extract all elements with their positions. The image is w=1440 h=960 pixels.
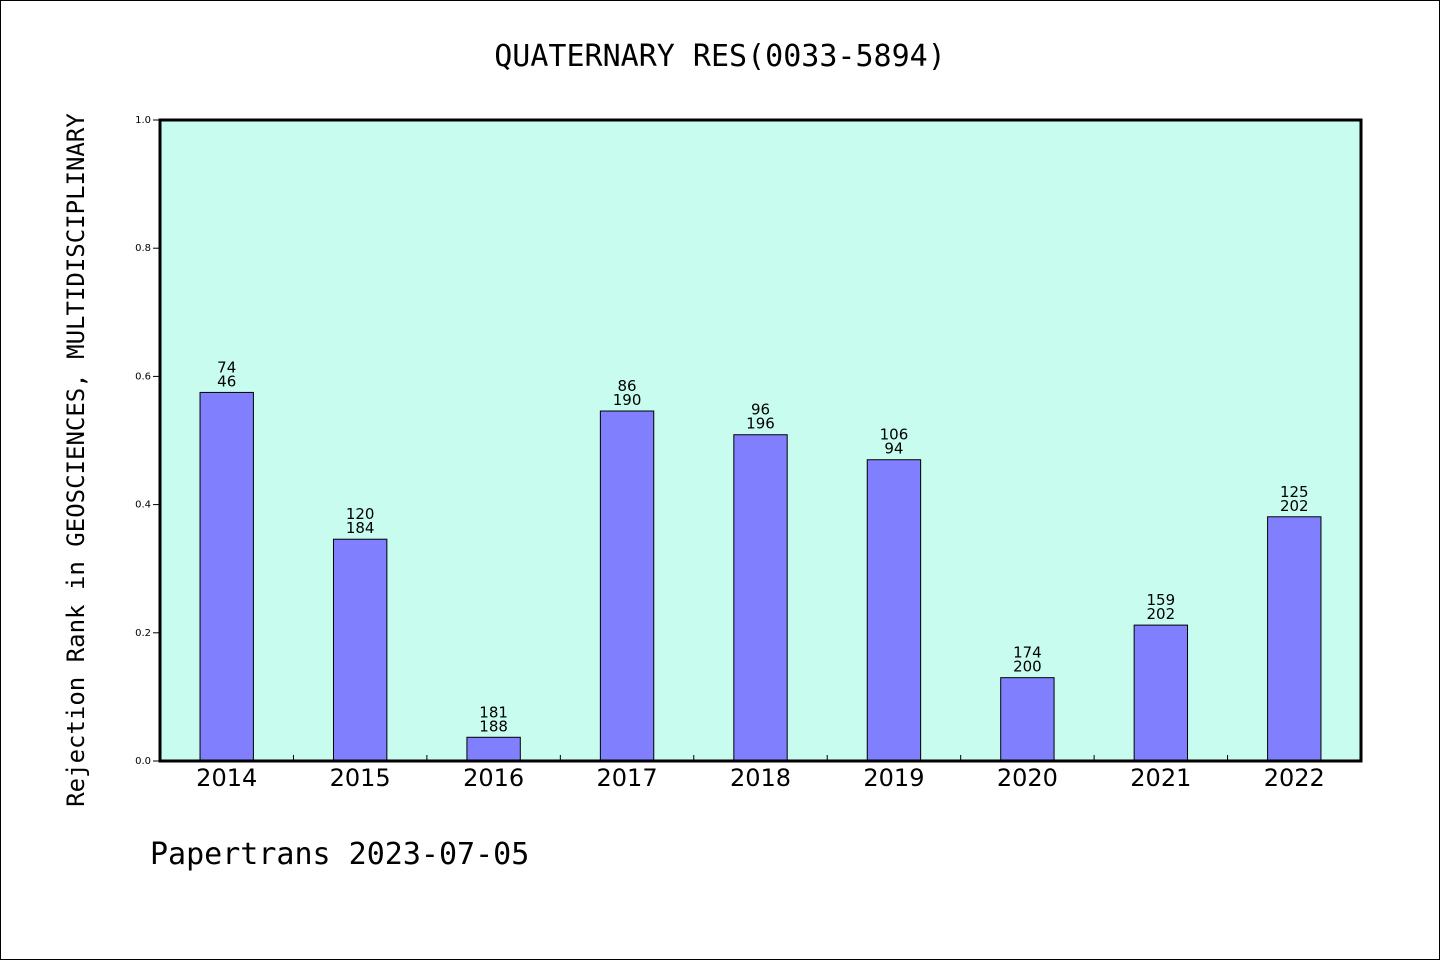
bar-2015 — [332, 538, 388, 762]
bar-label-bottom: 196 — [746, 415, 775, 433]
bar-label-top: 181 — [479, 703, 508, 721]
bar-label-bottom: 190 — [613, 391, 642, 409]
x-tick-label: 2021 — [1130, 764, 1191, 792]
bar-2020 — [1000, 677, 1055, 762]
bar-label-top: 159 — [1147, 591, 1176, 609]
y-axis-label: Rejection Rank in GEOSCIENCES, MULTIDISC… — [62, 113, 90, 807]
bar-2016 — [466, 736, 521, 762]
x-tick-label: 2017 — [597, 764, 658, 792]
bar-2019 — [866, 459, 922, 762]
x-tick-label: 2014 — [196, 764, 257, 792]
bar-label-top: 86 — [618, 377, 637, 395]
y-tick-label: 0.4 — [135, 500, 151, 511]
bar-label-top: 120 — [346, 505, 375, 523]
bar-label-top: 74 — [217, 358, 236, 376]
bar-label-bottom: 184 — [346, 519, 375, 537]
bar-label-bottom: 46 — [217, 372, 236, 390]
bar-label-top: 96 — [751, 401, 770, 419]
y-tick-label: 0.0 — [135, 756, 151, 767]
bar-label-bottom: 202 — [1147, 605, 1176, 623]
x-tick-label: 2019 — [863, 764, 924, 792]
x-tick-label: 2015 — [330, 764, 391, 792]
bar-2014 — [199, 391, 254, 762]
plot-area — [158, 118, 1363, 763]
x-tick-label: 2020 — [997, 764, 1058, 792]
bar-2021 — [1133, 624, 1189, 762]
y-tick-label: 0.6 — [135, 371, 151, 382]
y-tick-label: 0.2 — [135, 628, 151, 639]
y-tick-label: 0.8 — [135, 243, 151, 254]
x-tick-label: 2022 — [1264, 764, 1325, 792]
bar-2022 — [1267, 516, 1322, 762]
footer-text: Papertrans 2023-07-05 — [150, 837, 529, 872]
chart-title: QUATERNARY RES(0033-5894) — [494, 39, 946, 74]
bar-label-top: 174 — [1013, 644, 1042, 662]
bar-label-bottom: 94 — [884, 440, 903, 458]
bar-2018 — [733, 434, 788, 762]
x-tick-label: 2018 — [730, 764, 791, 792]
y-tick-label: 1.0 — [135, 115, 151, 126]
x-tick-label: 2016 — [463, 764, 524, 792]
bar-label-bottom: 202 — [1280, 497, 1309, 515]
bar-label-top: 106 — [880, 426, 909, 444]
x-axis: 2014 2015 2016 2017 2018 2019 2020 2021 2022 — [196, 755, 1325, 792]
y-axis: 0.0 0.2 0.4 0.6 0.8 1.0 — [135, 115, 160, 767]
bar-label-bottom: 188 — [479, 717, 508, 735]
bar-label-bottom: 200 — [1013, 658, 1042, 676]
bar-label-top: 125 — [1280, 483, 1309, 501]
bar-2017 — [599, 410, 655, 762]
